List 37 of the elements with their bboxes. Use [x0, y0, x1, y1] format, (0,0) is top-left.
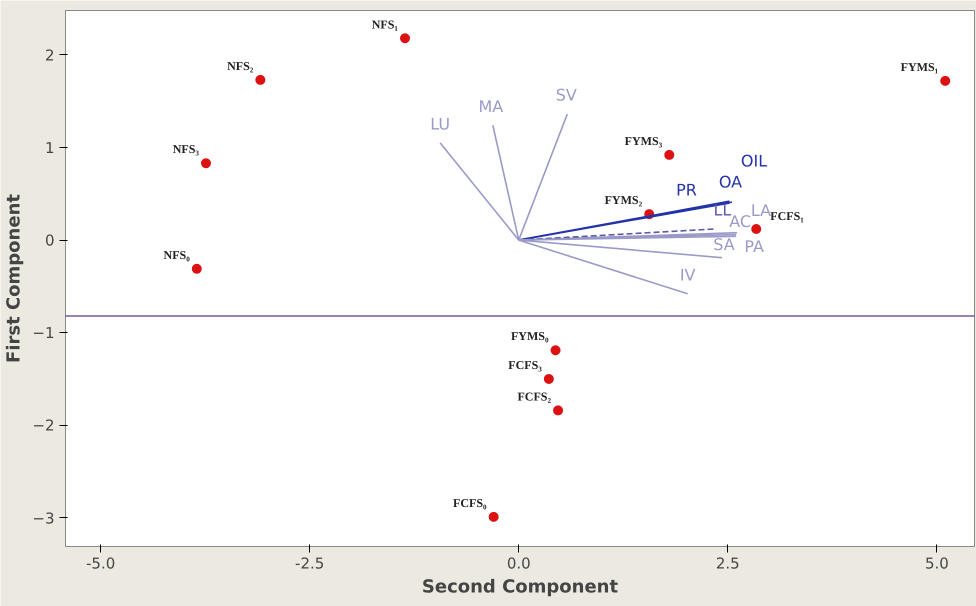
y-tick-label: 1: [44, 139, 55, 158]
series-label: LU: [430, 114, 450, 134]
series-label: PR: [676, 180, 697, 200]
y-tick-label: −3: [32, 509, 55, 528]
series-label: OA: [718, 172, 742, 192]
y-tick-label: 0: [44, 232, 55, 250]
annotation: NFS₁: [372, 17, 398, 32]
series-label: IV: [680, 265, 696, 284]
y-tick-label: −1: [32, 324, 55, 342]
series-label: PA: [744, 236, 764, 256]
y-axis-title: First Component: [3, 194, 24, 363]
annotation: FCFS₁: [770, 208, 804, 223]
annotation: NFS₂: [227, 58, 254, 73]
x-tick-label: -2.5: [295, 554, 324, 572]
x-tick-label: 0.0: [506, 554, 531, 572]
x-tick-label: -5.0: [86, 554, 116, 572]
x-axis-title: Second Component: [422, 576, 618, 598]
series-label: SA: [713, 235, 735, 254]
annotation: NFS₃: [172, 142, 200, 156]
annotation: NFS₀: [164, 248, 190, 262]
x-tick-label: 5.0: [924, 554, 949, 572]
y-tick-label: −2: [32, 416, 55, 435]
series-label: AC: [729, 212, 752, 232]
annotation: FCFS₂: [517, 389, 552, 404]
annotation: FCFS₀: [453, 496, 488, 510]
annotation: FCFS₃: [508, 358, 542, 372]
annotation: FYMS₂: [604, 193, 643, 208]
x-tick-label: 2.5: [716, 554, 740, 572]
annotation: FYMS₀: [510, 329, 549, 344]
series-label: LA: [750, 201, 772, 220]
annotation: FYMS₁: [900, 60, 939, 74]
series-label: MA: [478, 96, 504, 116]
annotation: FYMS₃: [624, 134, 663, 148]
y-tick-label: 2: [44, 46, 55, 64]
series-label: LL: [714, 200, 732, 220]
series-label: SV: [556, 86, 577, 105]
text: OIL: [740, 152, 768, 171]
